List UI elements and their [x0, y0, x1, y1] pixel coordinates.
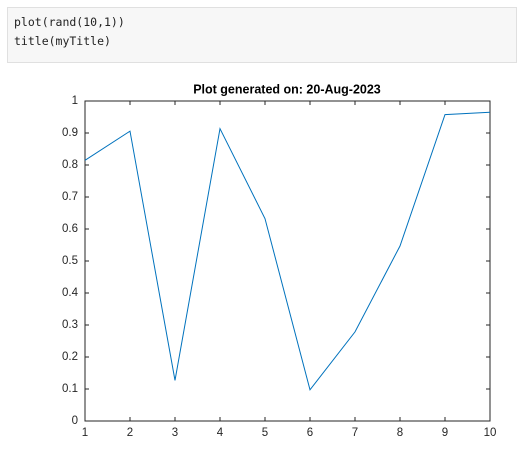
x-tick-label: 2 [127, 427, 133, 439]
y-tick-label: 0.9 [62, 127, 78, 139]
y-tick-label: 0.2 [62, 351, 78, 363]
x-tick-label: 10 [484, 427, 497, 439]
y-tick-label: 0.7 [62, 191, 78, 203]
y-tick-label: 0.4 [62, 287, 79, 299]
x-tick-label: 4 [217, 427, 224, 439]
x-tick-label: 6 [307, 427, 313, 439]
x-tick-label: 8 [397, 427, 403, 439]
x-tick-label: 9 [442, 427, 448, 439]
code-line: title(myTitle) [14, 34, 111, 48]
x-tick-label: 1 [82, 427, 88, 439]
axes-box [84, 100, 491, 422]
y-tick-label: 0.6 [62, 223, 78, 235]
line [84, 111, 491, 391]
x-tick-label: 5 [262, 427, 268, 439]
y-tick-label: 0.1 [62, 383, 78, 395]
y-tick-label: 0.8 [62, 159, 78, 171]
chart-title: Plot generated on: 20-Aug-2023 [193, 82, 381, 96]
code-line: plot(rand(10,1)) [14, 15, 125, 29]
code-block: plot(rand(10,1)) title(myTitle) [7, 7, 517, 63]
y-tick-label: 1 [72, 95, 78, 107]
x-tick-label: 3 [172, 427, 178, 439]
y-tick-label: 0 [72, 415, 78, 427]
x-tick-label: 7 [352, 427, 358, 439]
y-tick-label: 0.3 [62, 319, 78, 331]
y-tick-label: 0.5 [62, 255, 78, 267]
